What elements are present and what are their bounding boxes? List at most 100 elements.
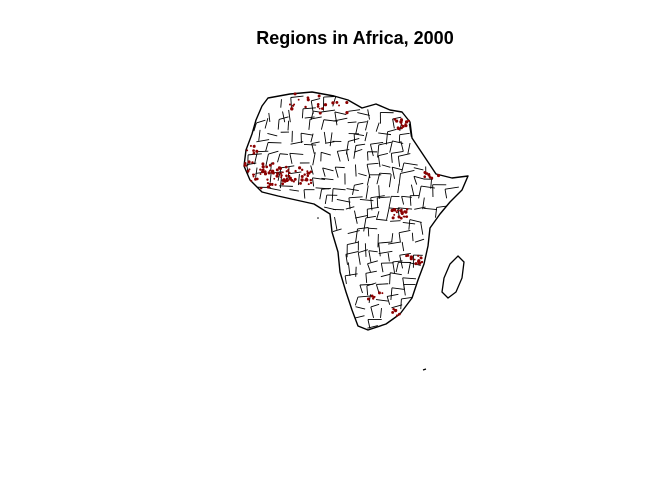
- region-border: [364, 132, 368, 142]
- region-border: [403, 284, 406, 296]
- highlight-speck: [321, 107, 324, 110]
- region-border: [387, 293, 399, 297]
- region-border: [401, 296, 412, 300]
- region-border: [418, 186, 422, 199]
- highlight-speck: [436, 173, 441, 178]
- highlight-speck: [261, 165, 265, 169]
- highlight-speck: [287, 171, 291, 175]
- region-border: [367, 260, 378, 265]
- region-border: [390, 153, 393, 163]
- highlight-speck: [397, 313, 400, 316]
- highlight-speck: [316, 105, 320, 108]
- region-border: [399, 253, 411, 256]
- region-border: [321, 109, 336, 113]
- region-border: [321, 151, 331, 156]
- region-border: [320, 119, 325, 130]
- region-border: [345, 254, 348, 265]
- highlight-speck: [307, 183, 310, 186]
- region-border: [310, 110, 314, 120]
- region-border: [332, 228, 342, 233]
- region-border: [381, 164, 391, 168]
- highlight-speck: [285, 177, 289, 180]
- highlight-speck: [266, 185, 271, 189]
- highlight-speck: [248, 168, 251, 171]
- highlight-speck: [250, 179, 253, 182]
- highlight-speck: [281, 182, 285, 186]
- region-border: [370, 141, 384, 145]
- region-border: [304, 116, 315, 119]
- region-border: [334, 111, 338, 126]
- highlight-speck: [293, 177, 297, 181]
- highlight-speck: [404, 120, 409, 124]
- highlight-speck: [331, 101, 335, 105]
- region-border: [255, 167, 258, 178]
- region-border: [378, 185, 380, 199]
- region-border: [268, 112, 271, 123]
- highlight-speck: [427, 174, 430, 177]
- region-border: [357, 227, 369, 230]
- region-border: [290, 97, 292, 109]
- region-border: [334, 166, 339, 178]
- region-border: [357, 112, 370, 116]
- region-border: [354, 133, 365, 137]
- region-border: [390, 287, 393, 301]
- region-border: [370, 303, 380, 308]
- highlight-speck: [417, 261, 422, 265]
- highlight-speck: [249, 144, 252, 147]
- region-border: [308, 119, 311, 130]
- region-border: [436, 205, 447, 208]
- region-border: [385, 131, 388, 145]
- region-border: [297, 173, 300, 186]
- highlight-speck: [404, 124, 408, 128]
- highlight-speck: [381, 292, 384, 295]
- highlight-speck: [243, 164, 246, 167]
- region-border: [345, 250, 359, 255]
- highlight-speck: [252, 149, 255, 152]
- region-border: [345, 206, 355, 210]
- region-border: [408, 123, 412, 137]
- highlight-speck: [300, 168, 304, 172]
- highlight-speck: [261, 170, 265, 174]
- highlight-speck: [298, 166, 302, 170]
- region-border: [358, 121, 367, 124]
- highlight-speck: [288, 103, 292, 106]
- highlight-speck: [247, 160, 251, 164]
- region-border: [254, 151, 258, 165]
- region-border: [248, 153, 262, 156]
- region-border: [280, 99, 282, 108]
- highlight-speck: [287, 168, 290, 171]
- highlight-speck: [259, 186, 263, 190]
- highlight-speck: [251, 161, 254, 164]
- region-border: [265, 142, 269, 152]
- region-border: [423, 207, 438, 211]
- highlight-speck: [394, 209, 397, 212]
- region-border: [414, 238, 425, 243]
- region-border: [332, 96, 337, 107]
- region-border: [354, 214, 368, 219]
- region-border: [380, 263, 384, 273]
- region-border: [321, 187, 331, 190]
- region-border: [386, 207, 390, 221]
- highlight-speck: [259, 168, 262, 171]
- region-border: [303, 189, 306, 199]
- highlight-speck: [419, 256, 423, 260]
- region-border: [348, 197, 351, 210]
- highlight-speck: [423, 175, 427, 179]
- region-border: [401, 241, 405, 252]
- region-border: [289, 153, 293, 164]
- region-border: [403, 162, 418, 166]
- region-border: [399, 230, 411, 234]
- region-border: [258, 129, 261, 141]
- region-border: [352, 185, 355, 195]
- region-border: [367, 319, 371, 329]
- highlight-speck: [252, 152, 256, 155]
- region-border: [380, 273, 391, 278]
- region-border: [397, 156, 401, 167]
- region-border: [365, 185, 369, 199]
- region-border: [422, 197, 425, 210]
- highlight-speck: [345, 111, 349, 115]
- highlight-speck: [306, 98, 310, 102]
- region-border: [397, 184, 400, 194]
- region-border: [365, 270, 377, 274]
- region-border: [300, 132, 313, 136]
